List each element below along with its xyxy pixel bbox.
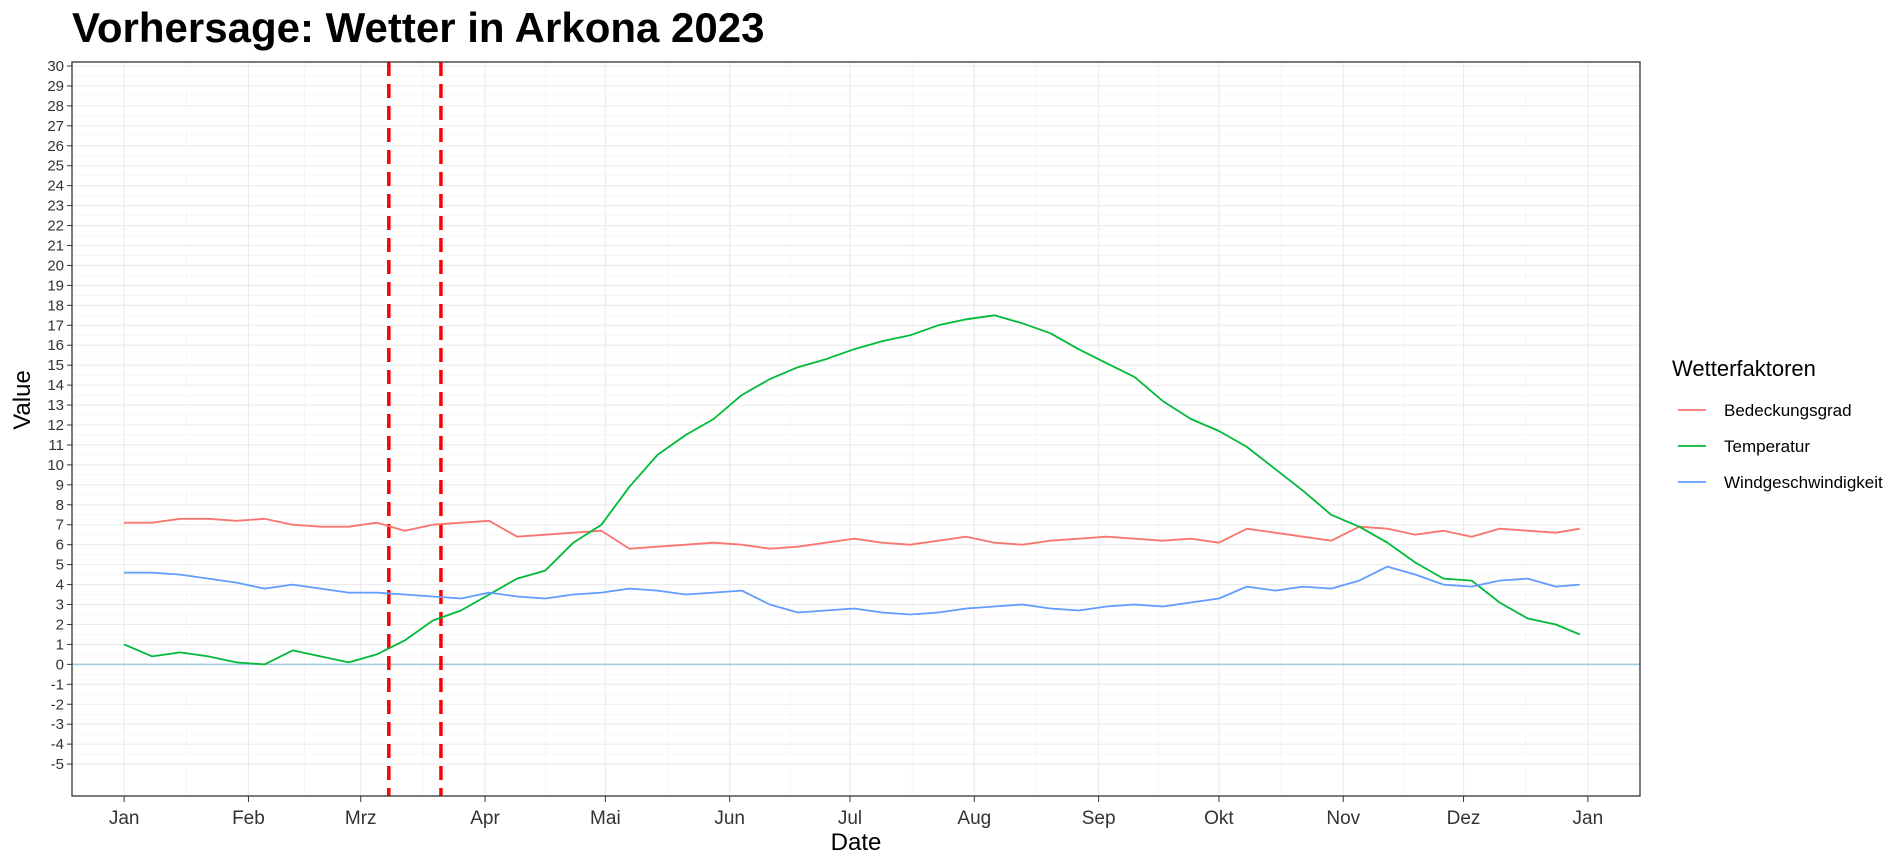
y-tick-label: 14 (47, 377, 64, 394)
y-tick-label: 22 (47, 218, 64, 235)
x-tick-label: Sep (1082, 808, 1116, 829)
x-tick-label: Aug (957, 808, 991, 829)
y-tick-label: 0 (56, 656, 64, 673)
y-tick-label: 4 (56, 577, 64, 594)
y-axis-label: Value (9, 370, 36, 430)
y-tick-label: 25 (47, 158, 64, 175)
y-tick-label: -5 (51, 756, 64, 773)
y-tick-label: 3 (56, 597, 64, 614)
legend-label-temperatur: Temperatur (1724, 437, 1810, 456)
x-tick-label: Jun (714, 808, 745, 829)
x-tick-label: Dez (1447, 808, 1481, 829)
reference-lines (72, 62, 1640, 796)
y-tick-label: 6 (56, 537, 64, 554)
y-tick-label: 19 (47, 277, 64, 294)
series-layer (123, 314, 1581, 666)
x-axis-label: Date (831, 829, 882, 856)
y-tick-label: 11 (48, 437, 64, 454)
series-line-windgeschwindigkeit (124, 565, 1580, 616)
y-axis: -5-4-3-2-1012345678910111213141516171819… (47, 58, 72, 773)
chart-title: Vorhersage: Wetter in Arkona 2023 (72, 4, 764, 51)
y-tick-label: 5 (56, 557, 64, 574)
x-tick-label: Mai (590, 808, 621, 829)
x-tick-label: Nov (1326, 808, 1360, 829)
minor-grid (72, 62, 1640, 796)
y-tick-label: 10 (47, 457, 64, 474)
y-tick-label: 15 (47, 357, 64, 374)
legend-title: Wetterfaktoren (1672, 356, 1816, 381)
series-line-temperatur (123, 314, 1581, 666)
x-tick-label: Jan (109, 808, 140, 829)
legend-label-windgeschwindigkeit: Windgeschwindigkeit (1724, 473, 1883, 492)
series-line-bedeckungsgrad (124, 517, 1580, 550)
legend: Wetterfaktoren Bedeckungsgrad Temperatur W… (1672, 356, 1883, 492)
x-tick-label: Jul (838, 808, 862, 829)
y-tick-label: 8 (56, 497, 64, 514)
x-axis: Jan Feb Mrz Apr Mai Jun Jul Aug Sep Okt Nov Dez Jan (109, 796, 1603, 829)
y-tick-label: 13 (47, 397, 64, 414)
x-tick-label: Jan (1573, 808, 1604, 829)
y-tick-label: 24 (47, 178, 64, 195)
y-tick-label: -4 (51, 736, 64, 753)
y-tick-label: 1 (56, 636, 64, 653)
y-tick-label: 16 (47, 337, 64, 354)
y-tick-label: 26 (47, 138, 64, 155)
y-tick-label: -2 (51, 696, 64, 713)
y-tick-label: 12 (47, 417, 64, 434)
y-tick-label: 2 (56, 616, 64, 633)
x-tick-label: Apr (470, 808, 500, 829)
y-tick-label: 27 (47, 118, 64, 135)
y-tick-label: 23 (47, 198, 64, 215)
y-tick-label: 18 (47, 297, 64, 314)
y-tick-label: 28 (47, 98, 64, 115)
y-tick-label: -1 (51, 676, 64, 693)
y-tick-label: 21 (47, 238, 64, 255)
y-tick-label: 20 (47, 257, 64, 274)
y-tick-label: 30 (47, 58, 64, 75)
legend-label-bedeckungsgrad: Bedeckungsgrad (1724, 401, 1852, 420)
y-tick-label: 9 (56, 477, 64, 494)
legend-items: Bedeckungsgrad Temperatur Windgeschwindigk… (1678, 401, 1883, 492)
major-grid (72, 62, 1640, 796)
x-tick-label: Feb (232, 808, 265, 829)
x-tick-label: Mrz (345, 808, 377, 829)
y-tick-label: 29 (47, 78, 64, 95)
x-tick-label: Okt (1204, 808, 1234, 829)
y-tick-label: 17 (47, 317, 64, 334)
y-tick-label: -3 (51, 716, 64, 733)
y-tick-label: 7 (56, 517, 64, 534)
panel-border (71, 61, 1641, 797)
